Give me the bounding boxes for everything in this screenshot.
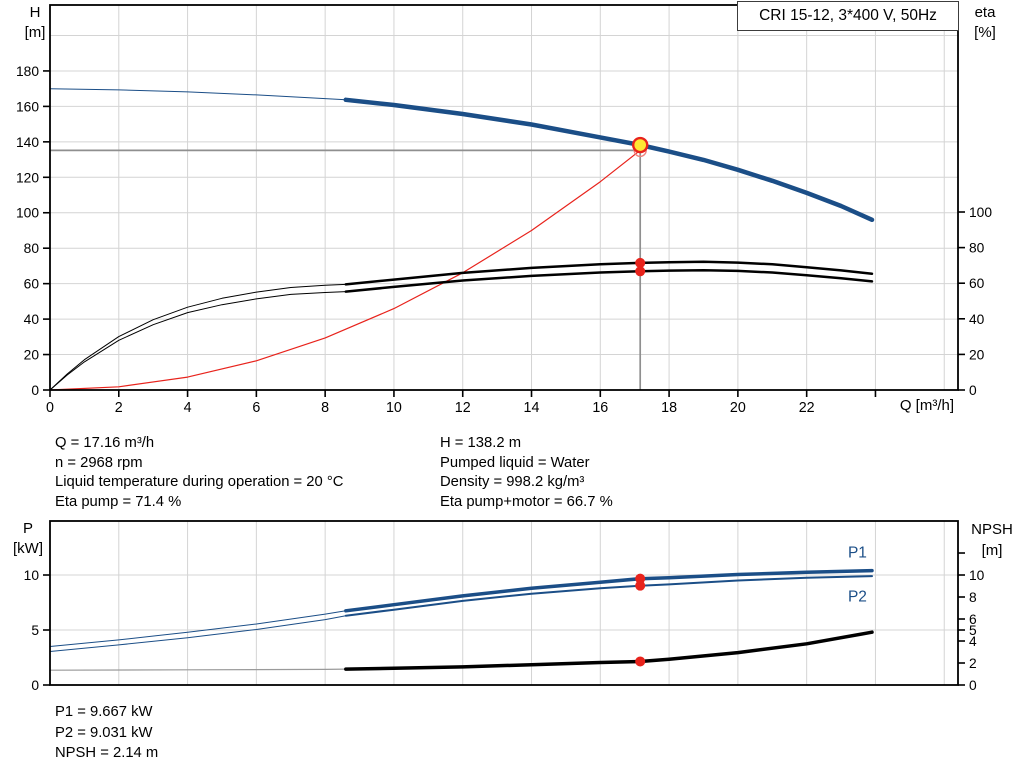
info-p2: P2 = 9.031 kW (55, 724, 153, 741)
flow-axis-label: Q [m³/h] (899, 397, 954, 414)
x-axis-tick-label: 2 (115, 400, 123, 416)
left-axis-tick-label: 0 (31, 678, 39, 693)
head-axis-symbol: H (29, 4, 41, 21)
eta-pump-motor-low-flow (49, 291, 347, 391)
x-axis-tick-label: 4 (184, 400, 192, 416)
left-axis-tick-label: 5 (31, 623, 39, 638)
right-axis-tick-label: 6 (969, 612, 977, 627)
x-axis-tick-label: 20 (730, 400, 746, 416)
eta-axis-unit: [%] (974, 24, 996, 41)
pump-curve (343, 97, 875, 223)
info-flow: Q = 17.16 m³/h (55, 435, 155, 451)
right-axis-tick-label: 100 (969, 205, 992, 220)
eta-pump-motor-duty (635, 266, 646, 277)
right-axis-tick-label: 0 (969, 383, 977, 398)
left-axis-tick-label: 160 (16, 99, 39, 114)
npsh-duty (635, 656, 646, 667)
x-axis-tick-label: 16 (592, 400, 608, 416)
info-p1: P1 = 9.667 kW (55, 704, 153, 720)
power-info-column: P1 = 9.667 kW P2 = 9.031 kW NPSH = 2.14 … (55, 702, 158, 764)
right-axis-tick-label: 20 (969, 347, 985, 362)
left-axis-tick-label: 20 (24, 348, 40, 363)
eta-pump-motor (344, 268, 874, 293)
head-axis-label: H [m] (12, 3, 58, 43)
head-eta-chart: 0 20 40 60 80 100 120 140 160 180 0 20 40 60 80 100 0 2 4 6… (16, 4, 992, 416)
x-axis-tick-label: 0 (46, 400, 54, 416)
npsh-low-flow (49, 668, 347, 671)
left-axis-tick-label: 10 (24, 568, 40, 583)
info-pumped-liquid: Pumped liquid = Water (440, 454, 590, 471)
p2-duty (635, 580, 646, 591)
series-label-p2: P2 (848, 588, 867, 605)
p2-curve (344, 575, 873, 617)
npsh-curve (344, 630, 874, 671)
left-axis-tick-label: 0 (31, 383, 39, 398)
right-axis-tick-label: 4 (969, 634, 977, 649)
npsh-axis-unit: [m] (981, 542, 1003, 559)
info-eta-pump: Eta pump = 71.4 % (55, 493, 182, 510)
right-axis-tick-label: 5 (969, 623, 977, 638)
right-axis-tick-label: 8 (969, 590, 977, 605)
plot-border (49, 4, 959, 391)
info-eta-pump-motor: Eta pump+motor = 66.7 % (440, 493, 613, 510)
npsh-axis-symbol: NPSH (971, 521, 1013, 538)
info-head: H = 138.2 m (440, 435, 522, 451)
head-axis-unit: [m] (24, 24, 46, 41)
eta-axis-label: eta [%] (966, 3, 1004, 43)
right-axis-tick-label: 0 (969, 678, 977, 693)
left-axis-tick-label: 180 (16, 64, 39, 79)
left-axis-tick-label: 140 (16, 135, 39, 150)
p1-duty (635, 573, 646, 584)
duty-info-right-column: H = 138.2 m Pumped liquid = Water Densit… (440, 434, 613, 512)
right-axis-tick-label: 2 (969, 656, 977, 671)
x-axis-tick-label: 10 (386, 400, 402, 416)
eta-pump-low-flow (49, 283, 347, 391)
pump-title: CRI 15-12, 3*400 V, 50Hz (759, 7, 937, 24)
p1-low-flow (49, 610, 347, 647)
system-curve (49, 149, 641, 391)
p1-curve (344, 568, 874, 613)
x-axis-tick-label: 6 (252, 400, 260, 416)
eta-axis-symbol: eta (974, 4, 996, 21)
left-axis-tick-label: 80 (24, 241, 40, 256)
x-axis-tick-label: 18 (661, 400, 677, 416)
left-axis-tick-label: 40 (24, 312, 40, 327)
plot-border (49, 520, 959, 686)
p2-low-flow (49, 615, 347, 652)
power-axis-symbol: P (22, 520, 33, 537)
x-axis-tick-label: 14 (524, 400, 540, 416)
power-axis-label: P [kW] (4, 519, 52, 559)
duty-info-left-column: Q = 17.16 m³/h n = 2968 rpm Liquid tempe… (55, 434, 343, 512)
series-label-p1: P1 (848, 544, 867, 561)
x-axis-tick-label: 22 (799, 400, 815, 416)
eta-pump-duty (635, 257, 646, 268)
npsh-axis-label: NPSH [m] (962, 519, 1022, 561)
left-axis-tick-label: 120 (16, 170, 39, 185)
info-density: Density = 998.2 kg/m³ (440, 474, 585, 491)
right-axis-tick-label: 40 (969, 312, 985, 327)
right-axis-tick-label: 80 (969, 241, 985, 256)
x-axis-tick-label: 8 (321, 400, 329, 416)
info-npsh: NPSH = 2.14 m (55, 745, 159, 762)
x-axis-tick-label: 12 (455, 400, 471, 416)
pump-title-box: CRI 15-12, 3*400 V, 50Hz (737, 1, 959, 31)
info-liquid-temperature: Liquid temperature during operation = 20… (55, 474, 344, 491)
right-axis-tick-label: 60 (969, 276, 985, 291)
left-axis-tick-label: 60 (24, 277, 40, 292)
eta-pump (344, 260, 874, 286)
left-axis-tick-label: 100 (16, 206, 39, 221)
right-axis-tick-label: 10 (969, 568, 985, 583)
duty-point[interactable] (632, 136, 649, 154)
pump-curve-low-flow (49, 88, 347, 101)
info-speed: n = 2968 rpm (55, 454, 143, 471)
power-axis-unit: [kW] (13, 540, 43, 557)
